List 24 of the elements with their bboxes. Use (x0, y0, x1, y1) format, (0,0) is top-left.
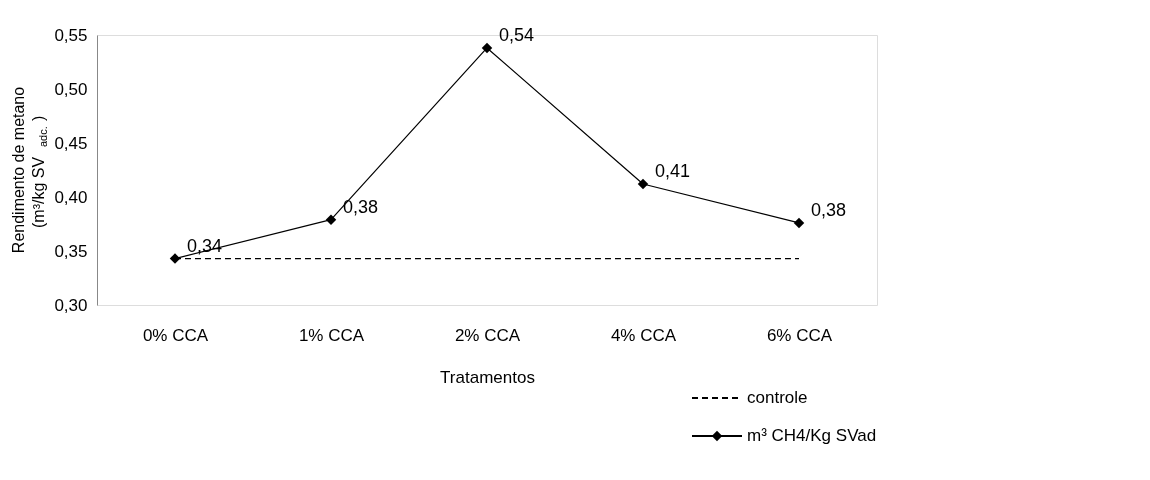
data-label: 0,38 (343, 196, 379, 217)
y-tick-label: 0,30 (54, 295, 88, 315)
y-tick-label: 0,35 (54, 241, 88, 261)
data-label: 0,54 (499, 24, 535, 45)
y-tick-label: 0,55 (54, 25, 88, 45)
y-tick-label: 0,45 (54, 133, 88, 153)
x-tick-label: 6% CCA (766, 325, 833, 345)
legend-label: controle (747, 388, 808, 407)
x-axis-title: Tratamentos (440, 367, 535, 387)
point (793, 217, 805, 229)
point (169, 253, 181, 264)
legend-label: m³ CH4/Kg SVad (747, 426, 877, 445)
y-tick-label: 0,50 (54, 79, 88, 99)
y-tick-label: 0,40 (54, 187, 88, 207)
x-tick-label: 0% CCA (142, 325, 209, 345)
point (481, 42, 493, 54)
x-tick-label: 1% CCA (298, 325, 365, 345)
data-label: 0,34 (187, 235, 223, 256)
data-label: 0,41 (655, 161, 691, 182)
point (325, 214, 337, 225)
point (637, 178, 649, 190)
data-label: 0,38 (811, 199, 847, 220)
x-tick-label: 4% CCA (610, 325, 677, 345)
x-tick-label: 2% CCA (454, 325, 521, 345)
